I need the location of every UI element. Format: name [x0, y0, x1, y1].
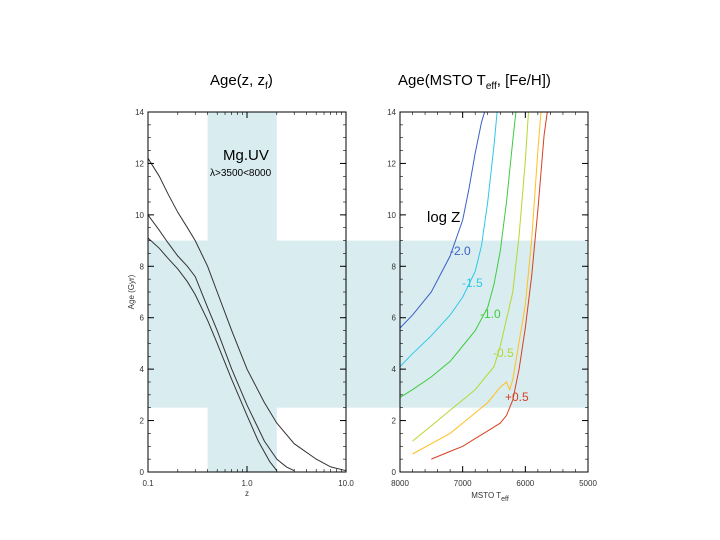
right-ytick-label: 8 — [392, 262, 397, 271]
left-y-axis-label: Age (Gyr) — [127, 274, 136, 309]
wavelength-range-label: λ>3500<8000 — [210, 168, 272, 179]
right-series-line-2 — [399, 111, 498, 367]
left-xtick-label: 0.1 — [142, 479, 154, 488]
left-panel: 0 2 4 6 8 10 12 14 0.1 1.0 10.0 z Age (Gyr) Mg.UV λ>35… — [127, 108, 354, 498]
right-ytick-label: 10 — [387, 211, 396, 220]
right-series-line-5 — [412, 111, 542, 455]
left-series-line-3 — [147, 237, 278, 472]
series-label-3: -1.0 — [480, 307, 501, 321]
right-title-sub: eff — [485, 81, 497, 92]
right-xtick-label: 6000 — [516, 479, 534, 488]
left-panel-title: Age(z, zf) — [210, 72, 273, 92]
left-xtick-label: 1.0 — [241, 479, 253, 488]
left-title-sub: f — [265, 81, 268, 92]
right-series-line-4 — [412, 111, 529, 442]
left-ytick-label: 12 — [135, 159, 144, 168]
right-series-line-1 — [399, 111, 486, 329]
right-series-line-3 — [399, 111, 517, 398]
right-ytick-label: 14 — [387, 108, 396, 117]
right-series-line-6 — [431, 111, 548, 460]
mg-uv-label: Mg.UV — [223, 147, 269, 164]
logz-legend-title: log Z — [427, 209, 460, 226]
right-ytick-label: 2 — [392, 417, 397, 426]
series-label-5: +0.5 — [505, 390, 529, 404]
left-ytick-label: 14 — [135, 108, 144, 117]
band-layer — [148, 112, 588, 472]
right-xtick-label: 7000 — [454, 479, 472, 488]
left-title-text: Age(z, z — [210, 72, 266, 89]
left-title-tail: ) — [267, 72, 273, 89]
right-x-axis-label-main: MSTO T — [471, 491, 501, 500]
right-x-axis-label: MSTO Teff — [471, 491, 509, 503]
right-panel: 0 2 4 6 8 10 12 14 8000 7000 6000 5000 MSTO Teff log … — [387, 108, 597, 503]
series-label-4: -0.5 — [493, 346, 514, 360]
right-x-axis-label-sub: eff — [501, 496, 509, 503]
right-title-text: Age(MSTO T — [398, 72, 486, 89]
left-ytick-label: 10 — [135, 211, 144, 220]
left-ytick-label: 0 — [140, 468, 145, 477]
left-series-line-1 — [147, 158, 347, 472]
right-ytick-label: 6 — [392, 314, 397, 323]
left-ytick-label: 6 — [140, 314, 145, 323]
left-ytick-label: 8 — [140, 262, 145, 271]
left-x-axis-label: z — [245, 489, 249, 498]
left-xtick-label: 10.0 — [338, 479, 354, 488]
right-title-tail: , [Fe/H]) — [496, 72, 551, 89]
redshift-range-band — [207, 112, 277, 472]
right-ytick-label: 12 — [387, 159, 396, 168]
right-panel-title: Age(MSTO Teff, [Fe/H]) — [398, 72, 551, 92]
right-xtick-label: 5000 — [579, 479, 597, 488]
right-ytick-label: 0 — [392, 468, 397, 477]
left-series-line-2 — [147, 214, 295, 472]
left-ytick-label: 4 — [140, 365, 145, 374]
series-label-2: -1.5 — [462, 276, 483, 290]
series-label-1: -2.0 — [450, 244, 471, 258]
right-xtick-label: 8000 — [391, 479, 409, 488]
left-ytick-label: 2 — [140, 417, 145, 426]
right-ytick-label: 4 — [392, 365, 397, 374]
